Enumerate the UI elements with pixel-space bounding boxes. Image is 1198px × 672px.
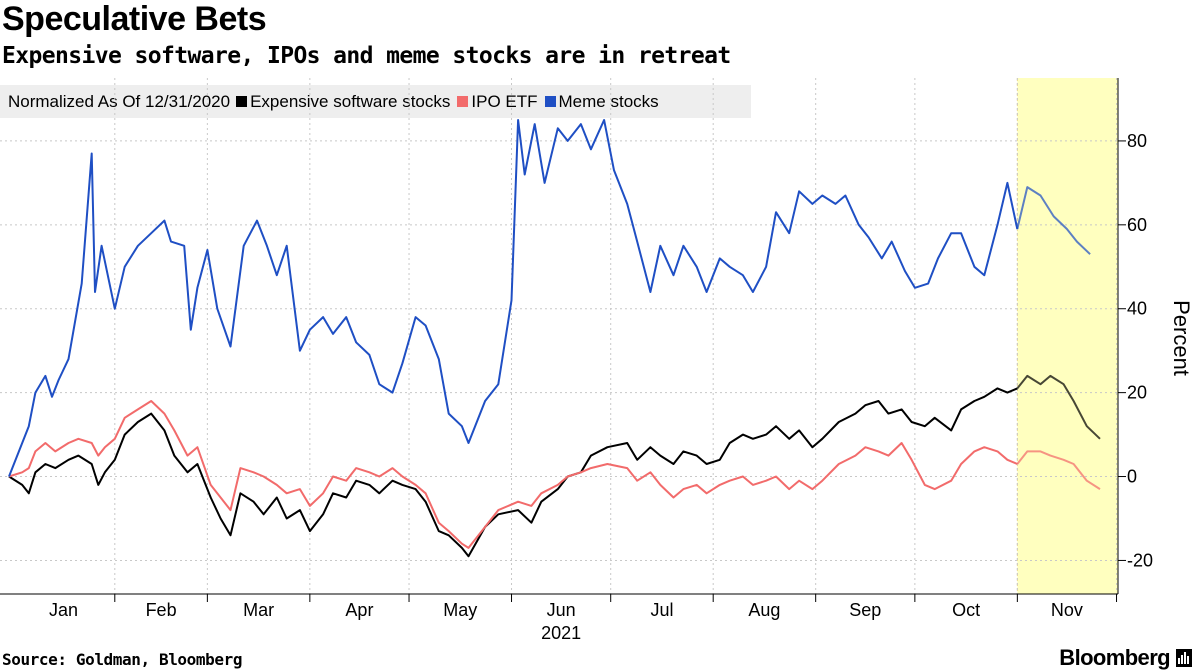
chart-title: Speculative Bets [2, 0, 267, 38]
brand-logo: Bloomberg [1059, 645, 1192, 671]
legend-label-software: Expensive software stocks [250, 91, 451, 111]
y-tick-label: 60 [1127, 215, 1147, 235]
series-line-1-highlight [1016, 450, 1101, 490]
y-tick-label: 80 [1127, 131, 1147, 151]
brand-name: Bloomberg [1059, 645, 1170, 670]
x-tick-label: Nov [1051, 600, 1083, 620]
y-tick-label: -20 [1127, 550, 1153, 570]
x-year-label: 2021 [541, 623, 581, 643]
legend-label-meme: Meme stocks [558, 91, 659, 111]
y-axis-title: Percent [1169, 300, 1194, 376]
series-line-1 [8, 400, 1018, 549]
x-tick-label: Jul [650, 600, 673, 620]
x-tick-label: Oct [952, 600, 980, 620]
bloomberg-bars-icon [1176, 649, 1192, 667]
series-line-0-highlight [1016, 374, 1101, 440]
legend-swatch-ipo [457, 96, 469, 107]
y-tick-label: 0 [1127, 467, 1137, 487]
x-tick-label: Apr [345, 600, 373, 620]
legend-item-meme: Meme stocks [544, 91, 659, 112]
legend-item-ipo: IPO ETF [457, 91, 538, 112]
source-note: Source: Goldman, Bloomberg [2, 650, 243, 669]
series-line-2 [8, 119, 1019, 477]
legend-prefix: Normalized As Of 12/31/2020 [8, 91, 231, 111]
legend-label-ipo: IPO ETF [471, 91, 538, 111]
x-tick-label: Aug [748, 600, 780, 620]
x-tick-label: Feb [146, 600, 177, 620]
series-line-0 [8, 387, 1018, 558]
y-tick-label: 20 [1127, 383, 1147, 403]
y-tick-label: 40 [1127, 299, 1147, 319]
chart-subtitle: Expensive software, IPOs and meme stocks… [2, 43, 731, 69]
x-tick-label: Jun [547, 600, 576, 620]
legend: Normalized As Of 12/31/2020 Expensive so… [0, 85, 751, 118]
x-tick-label: Mar [243, 600, 274, 620]
series-line-2-highlight [1016, 186, 1091, 255]
highlight-band [1017, 78, 1118, 594]
x-tick-label: May [443, 600, 477, 620]
legend-item-software: Expensive software stocks [236, 92, 450, 112]
x-tick-label: Jan [49, 600, 78, 620]
legend-swatch-software [236, 96, 248, 107]
legend-swatch-meme [544, 96, 556, 107]
x-tick-label: Sep [849, 600, 881, 620]
